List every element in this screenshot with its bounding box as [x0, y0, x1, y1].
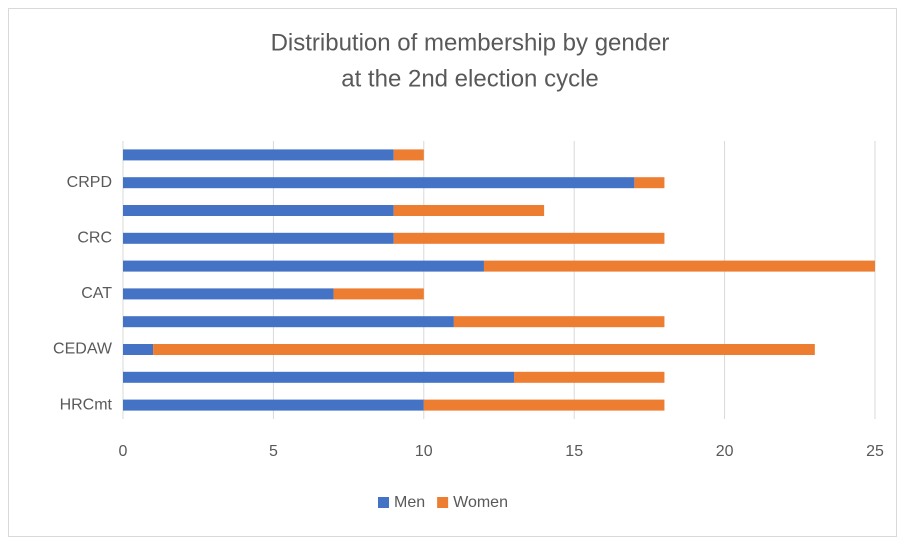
y-tick-label: HRCmt [60, 396, 113, 413]
y-tick-label: CEDAW [53, 341, 113, 358]
bar-segment [123, 371, 515, 383]
bar-segment [123, 316, 454, 328]
bar-segment [393, 232, 665, 244]
bar-segment [123, 288, 334, 300]
bar-segment [123, 260, 484, 272]
bar-segment [333, 288, 424, 300]
legend-label: Women [453, 494, 508, 511]
bar-segment [423, 399, 665, 411]
bar-segment [483, 260, 875, 272]
x-tick-label: 25 [866, 443, 884, 460]
bar-segment [123, 232, 394, 244]
y-tick-label: CAT [81, 285, 112, 302]
bar-segment [634, 177, 665, 189]
bar-segment [514, 371, 665, 383]
x-tick-label: 10 [415, 443, 433, 460]
x-tick-label: 20 [716, 443, 734, 460]
bar-segment [393, 149, 424, 161]
x-tick-label: 5 [269, 443, 278, 460]
y-tick-label: CRPD [67, 174, 112, 191]
bar-segment [123, 399, 424, 411]
x-tick-label: 0 [119, 443, 128, 460]
bar-segment [453, 316, 665, 328]
y-tick-label: CRC [77, 230, 112, 247]
bar-segment [123, 149, 394, 161]
bar-segment [393, 205, 545, 216]
legend-swatch [378, 497, 389, 508]
bar-segment [123, 177, 635, 189]
chart-title: Distribution of membership by gender [271, 29, 670, 56]
chart-frame [8, 8, 897, 537]
bar-segment [123, 205, 394, 216]
legend-label: Men [394, 494, 425, 511]
x-tick-label: 15 [565, 443, 583, 460]
chart-title: at the 2nd election cycle [341, 65, 599, 92]
bar-segment [123, 344, 154, 355]
legend-swatch [437, 497, 449, 508]
bar-segment [153, 344, 815, 355]
